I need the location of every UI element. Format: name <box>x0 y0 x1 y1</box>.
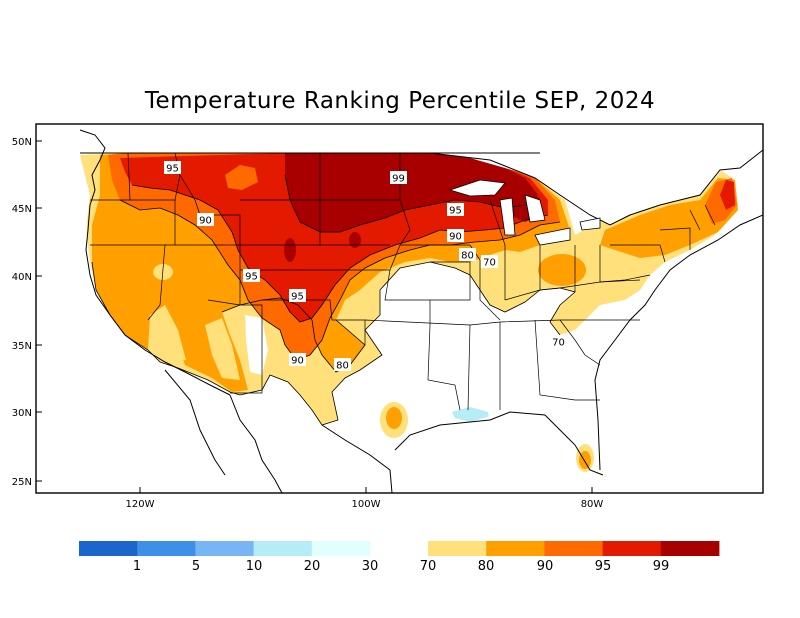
region-80-ohio <box>538 254 586 286</box>
contour-label: 99 <box>390 171 407 185</box>
svg-text:80: 80 <box>336 361 349 372</box>
legend-cold-bar <box>79 541 371 556</box>
ocean-west <box>36 124 280 493</box>
contour-label: 95 <box>289 289 306 303</box>
legend-labels: 1 5 10 20 30 70 80 90 95 99 <box>133 559 669 574</box>
coastlines <box>79 129 763 493</box>
ocean-gulf <box>322 410 560 493</box>
svg-text:95: 95 <box>291 292 304 303</box>
lat-label: 45N <box>12 204 32 215</box>
legend-warm-bar <box>428 541 720 556</box>
contour-label: 95 <box>447 203 464 217</box>
region-70-california <box>150 305 186 362</box>
legend-label: 70 <box>420 559 437 574</box>
legend-label: 30 <box>362 559 379 574</box>
map-title: Temperature Ranking Percentile SEP, 2024 <box>144 88 656 114</box>
state-boundaries <box>90 152 716 411</box>
map-frame <box>35 123 764 494</box>
contour-label: 70 <box>550 335 567 349</box>
legend-swatch <box>137 541 196 556</box>
legend-label: 90 <box>537 559 554 574</box>
contour-value-labels: 95 90 95 95 99 95 90 80 70 90 80 70 <box>164 161 567 372</box>
legend-label: 5 <box>192 559 200 574</box>
svg-text:70: 70 <box>483 258 496 269</box>
region-99-north <box>285 153 538 232</box>
legend-swatch <box>544 541 603 556</box>
lat-label: 50N <box>12 137 32 148</box>
longitude-labels: 120W 100W 80W <box>126 499 604 510</box>
legend-swatch <box>428 541 487 556</box>
ocean-atlantic <box>595 220 763 493</box>
great-lakes <box>448 179 601 246</box>
legend-label: 95 <box>595 559 612 574</box>
lon-label: 120W <box>126 499 155 510</box>
legend-swatch <box>311 541 371 556</box>
contour-label: 70 <box>481 255 498 269</box>
lat-label: 35N <box>12 341 32 352</box>
region-80-texas-coast <box>386 407 402 429</box>
legend-label: 20 <box>304 559 321 574</box>
map-content <box>36 124 763 493</box>
lat-label: 25N <box>12 477 32 488</box>
svg-text:90: 90 <box>291 356 304 367</box>
lon-label: 100W <box>352 499 381 510</box>
legend-swatch <box>660 541 720 556</box>
lat-label: 30N <box>12 408 32 419</box>
svg-text:95: 95 <box>245 272 258 283</box>
svg-text:95: 95 <box>166 164 179 175</box>
lat-label: 40N <box>12 272 32 283</box>
legend-swatch <box>79 541 138 556</box>
contour-label: 95 <box>164 161 181 175</box>
contour-label: 80 <box>334 358 351 372</box>
legend-label: 10 <box>246 559 263 574</box>
region-95-northeast <box>720 180 735 210</box>
lon-label: 80W <box>581 499 604 510</box>
svg-text:80: 80 <box>461 251 474 262</box>
legend-swatch <box>253 541 313 556</box>
latitude-labels: 50N 45N 40N 35N 30N 25N <box>12 137 32 488</box>
legend-swatch <box>195 541 254 556</box>
region-70-arizona <box>205 318 240 380</box>
region-90-wyoming <box>225 165 258 190</box>
contour-label: 95 <box>243 269 260 283</box>
legend-label: 1 <box>133 559 141 574</box>
svg-text:99: 99 <box>392 174 405 185</box>
region-99-colorado <box>284 238 296 262</box>
region-99-nebraska <box>349 232 361 248</box>
legend-swatch <box>486 541 545 556</box>
legend-label: 80 <box>478 559 495 574</box>
svg-text:90: 90 <box>199 216 212 227</box>
svg-text:95: 95 <box>449 206 462 217</box>
canada-mask <box>80 124 763 225</box>
contour-label: 90 <box>197 213 214 227</box>
contour-label: 80 <box>459 248 476 262</box>
legend-swatch <box>602 541 662 556</box>
contour-label: 90 <box>447 229 464 243</box>
axis-ticks <box>36 140 593 493</box>
svg-text:90: 90 <box>449 232 462 243</box>
contour-label: 90 <box>289 353 306 367</box>
region-80-florida <box>579 451 591 469</box>
legend-label: 99 <box>653 559 670 574</box>
svg-text:70: 70 <box>552 338 565 349</box>
region-80-northeast <box>600 178 738 258</box>
